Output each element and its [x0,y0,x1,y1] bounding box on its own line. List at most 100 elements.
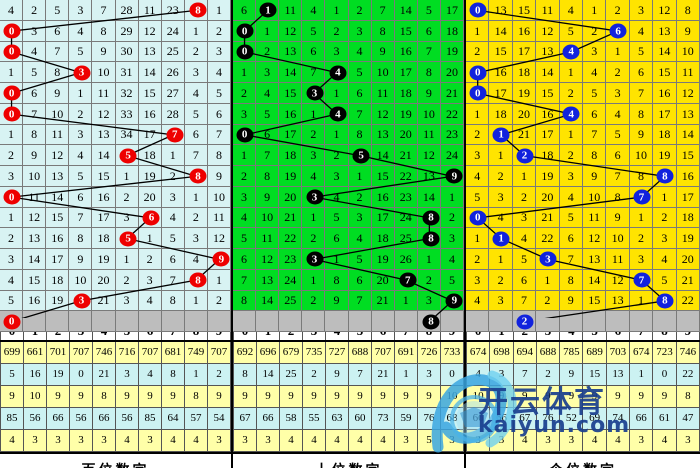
grid-cell-tens[interactable]: 6 [348,269,372,291]
grid-cell-hundreds[interactable]: 6 [23,83,47,104]
grid-cell-hundreds[interactable]: 2 [69,103,93,125]
grid-cell-tens[interactable]: 14 [417,186,441,208]
grid-cell-tens[interactable]: 26 [394,249,418,270]
grid-cell-units[interactable]: 18 [512,62,537,83]
grid-cell-units[interactable]: 19 [676,228,700,249]
grid-tens[interactable]: 6111412714517011252381561802136349167191… [233,0,464,332]
grid-cell-hundreds[interactable]: 9 [23,145,47,166]
grid-cell-hundreds[interactable]: 13 [23,228,47,249]
grid-cell-hundreds[interactable]: 29 [115,20,139,42]
grid-cell-units[interactable]: 16 [489,62,513,83]
grid-cell-units[interactable]: 1 [629,290,654,312]
grid-cell-hundreds[interactable]: 4 [207,62,231,83]
grid-cell-units[interactable]: 4 [489,207,513,229]
grid-cell-units[interactable]: 15 [676,145,700,166]
grid-cell-hundreds[interactable]: 3 [138,269,162,291]
grid-cell-tens[interactable]: 1 [394,290,418,312]
grid-cell-hundreds[interactable]: 3 [23,20,47,42]
grid-cell-hundreds[interactable]: 14 [138,62,162,83]
grid-cell-tens[interactable]: 13 [279,41,303,63]
grid-cell-units[interactable]: 2 [466,124,490,146]
grid-cell-tens[interactable]: 7 [302,62,326,83]
grid-cell-hundreds[interactable]: 2 [184,207,208,229]
grid-cell-hundreds[interactable]: 3 [115,290,139,312]
grid-cell-tens[interactable]: 6 [417,20,441,42]
grid-cell-units[interactable]: 8 [606,186,630,208]
grid-cell-hundreds[interactable]: 7 [161,124,185,146]
grid-cell-units[interactable]: 3 [466,269,490,291]
grid-cell-tens[interactable]: 15 [279,83,303,104]
grid-cell-tens[interactable]: 19 [279,166,303,187]
grid-cell-tens[interactable]: 24 [279,269,303,291]
grid-cell-hundreds[interactable]: 3 [184,228,208,249]
grid-cell-hundreds[interactable]: 5 [161,228,185,249]
grid-cell-units[interactable]: 6 [512,269,537,291]
grid-cell-tens[interactable]: 7 [417,41,441,63]
grid-cell-hundreds[interactable]: 0 [0,41,24,63]
grid-cell-tens[interactable]: 3 [302,145,326,166]
grid-cell-units[interactable]: 19 [536,166,560,187]
grid-cell-hundreds[interactable]: 0 [0,83,24,104]
grid-cell-tens[interactable]: 17 [279,124,303,146]
grid-cell-tens[interactable]: 5 [325,207,349,229]
grid-cell-hundreds[interactable]: 12 [138,20,162,42]
grid-cell-units[interactable]: 4 [512,228,537,249]
grid-cell-hundreds[interactable]: 5 [69,41,93,63]
grid-cell-tens[interactable]: 4 [348,228,372,249]
grid-cell-units[interactable]: 1 [653,186,677,208]
grid-cell-units[interactable]: 7 [629,186,654,208]
grid-cell-units[interactable]: 3 [629,0,654,21]
grid-cell-hundreds[interactable]: 3 [115,207,139,229]
grid-cell-hundreds[interactable]: 1 [138,228,162,249]
grid-cell-units[interactable]: 5 [559,20,583,42]
grid-cell-hundreds[interactable]: 8 [184,0,208,21]
grid-cell-tens[interactable]: 2 [325,145,349,166]
grid-cell-tens[interactable]: 13 [371,124,395,146]
grid-cell-hundreds[interactable]: 11 [46,124,70,146]
grid-cell-tens[interactable]: 23 [279,249,303,270]
grid-cell-hundreds[interactable]: 3 [161,186,185,208]
grid-cell-tens[interactable]: 5 [348,145,372,166]
grid-cell-tens[interactable]: 2 [256,41,280,63]
grid-cell-tens[interactable]: 8 [233,290,257,312]
grid-cell-hundreds[interactable]: 10 [207,186,231,208]
grid-cell-units[interactable]: 4 [559,0,583,21]
grid-cell-tens[interactable]: 1 [325,124,349,146]
grid-cell-units[interactable]: 14 [489,20,513,42]
grid-cell-units[interactable]: 1 [559,124,583,146]
grid-cell-tens[interactable]: 0 [233,124,257,146]
grid-cell-tens[interactable]: 2 [302,228,326,249]
grid-cell-units[interactable]: 1 [489,145,513,166]
grid-cell-units[interactable]: 1 [489,228,513,249]
grid-cell-units[interactable]: 3 [629,249,654,270]
grid-cell-tens[interactable]: 1 [302,103,326,125]
grid-cell-tens[interactable]: 1 [417,249,441,270]
grid-cell-hundreds[interactable]: 24 [161,20,185,42]
grid-cell-hundreds[interactable]: 6 [161,249,185,270]
grid-cell-units[interactable]: 22 [536,228,560,249]
grid-cell-tens[interactable]: 3 [325,41,349,63]
grid-cell-hundreds[interactable]: 15 [46,207,70,229]
grid-cell-tens[interactable]: 16 [371,186,395,208]
grid-cell-units[interactable]: 10 [606,228,630,249]
grid-cell-hundreds[interactable]: 7 [92,0,116,21]
grid-cell-hundreds[interactable]: 10 [46,103,70,125]
grid-cell-hundreds[interactable]: 15 [92,166,116,187]
grid-cell-tens[interactable]: 8 [417,228,441,249]
grid-cell-tens[interactable]: 9 [325,290,349,312]
grid-cell-units[interactable]: 3 [512,207,537,229]
grid-cell-hundreds[interactable]: 18 [46,269,70,291]
grid-cell-units[interactable]: 1 [489,124,513,146]
grid-cell-units[interactable]: 17 [653,103,677,125]
grid-cell-tens[interactable]: 13 [417,166,441,187]
grid-cell-tens[interactable]: 2 [417,269,441,291]
grid-cell-tens[interactable]: 1 [325,249,349,270]
grid-cell-tens[interactable]: 4 [348,41,372,63]
grid-cell-tens[interactable]: 7 [233,269,257,291]
grid-cell-tens[interactable]: 1 [233,145,257,166]
grid-cell-hundreds[interactable]: 4 [161,207,185,229]
grid-cell-hundreds[interactable]: 6 [46,20,70,42]
grid-cell-units[interactable]: 21 [536,207,560,229]
grid-cell-units[interactable]: 9 [559,290,583,312]
grid-cell-hundreds[interactable]: 2 [207,290,231,312]
